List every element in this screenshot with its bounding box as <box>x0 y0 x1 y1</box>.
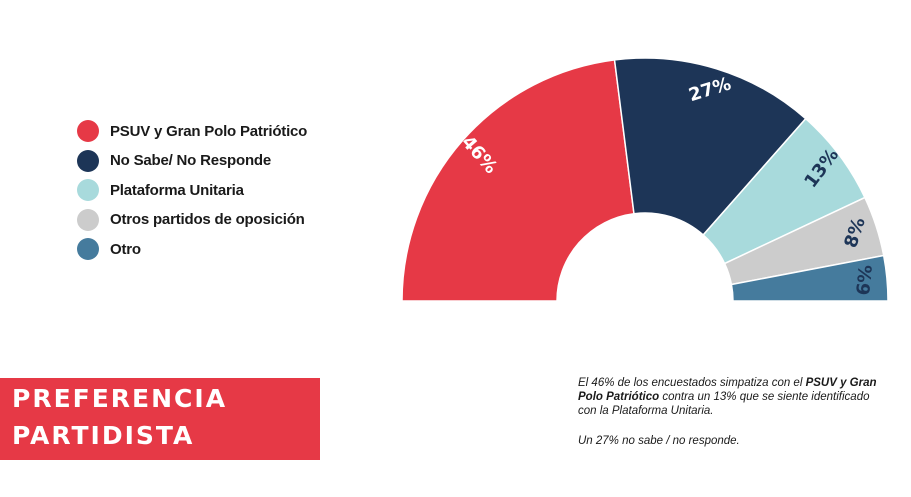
legend-label: PSUV y Gran Polo Patriótico <box>110 122 308 140</box>
title-banner: PREFERENCIA PARTIDISTA <box>0 378 320 460</box>
legend-swatch <box>77 238 99 260</box>
legend-label: Plataforma Unitaria <box>110 181 244 199</box>
legend-item: No Sabe/ No Responde <box>77 149 307 172</box>
slice-value-label: 6% <box>853 264 877 296</box>
note-paragraph-2: Un 27% no sabe / no responde. <box>578 435 740 447</box>
note-text-bold: PSUV y Gran Polo Patriótico <box>578 377 877 403</box>
semicircle-chart: 46%27%13%8%6% <box>401 57 889 302</box>
pie-slice <box>730 254 889 302</box>
legend-swatch <box>77 208 99 231</box>
legend-label: Otros partidos de oposición <box>110 211 305 228</box>
chart-legend: PSUV y Gran Polo Patriótico No Sabe/ No R… <box>77 120 307 268</box>
note-text-suffix: contra un 13% que se siente identificado… <box>578 391 870 417</box>
legend-label: No Sabe/ No Responde <box>110 152 272 169</box>
title-line-2: PARTIDISTA <box>12 421 195 450</box>
legend-item: Otro <box>77 238 307 260</box>
chart-note: El 46% de los encuestados simpatiza con … <box>578 376 888 448</box>
title-line-1: PREFERENCIA <box>12 384 228 413</box>
note-paragraph-1: El 46% de los encuestados simpatiza con … <box>578 376 888 418</box>
legend-item: Otros partidos de oposición <box>77 208 307 231</box>
pie-slice <box>613 57 807 237</box>
legend-swatch <box>77 149 99 172</box>
legend-swatch <box>77 120 99 142</box>
note-text-prefix: El 46% de los encuestados simpatiza con … <box>578 377 806 389</box>
pie-slice <box>401 59 635 302</box>
legend-item: PSUV y Gran Polo Patriótico <box>77 120 307 142</box>
legend-label: Otro <box>110 240 141 258</box>
legend-swatch <box>77 179 99 201</box>
legend-item: Plataforma Unitaria <box>77 179 307 201</box>
